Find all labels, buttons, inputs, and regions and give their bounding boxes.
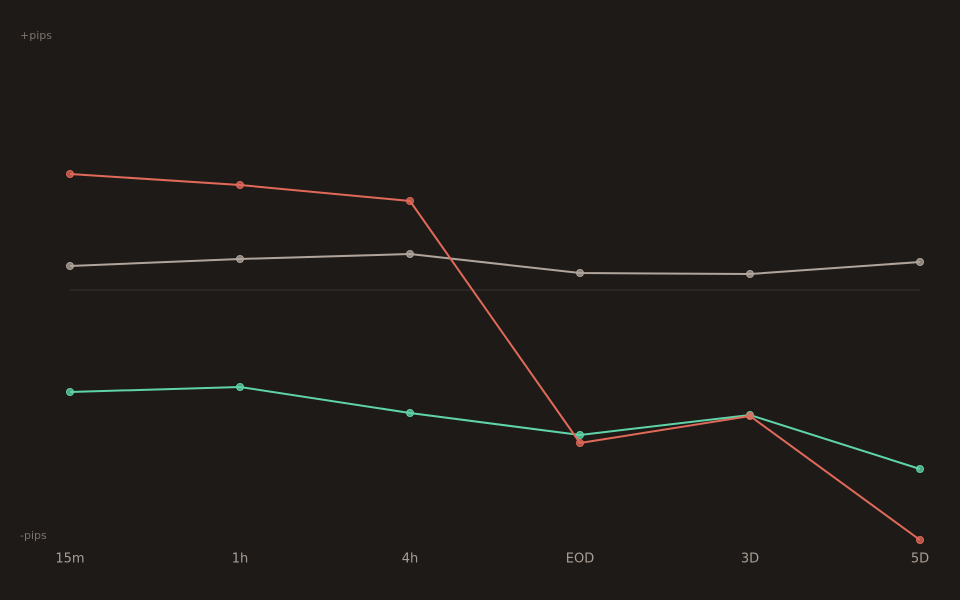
point	[236, 181, 244, 189]
y-label-top: +pips	[20, 29, 52, 42]
series-line	[69, 173, 921, 541]
x-tick-label: 4h	[402, 552, 419, 567]
x-tick-label: 5D	[911, 552, 929, 567]
point	[406, 250, 414, 258]
x-tick-label: 3D	[741, 552, 759, 567]
x-tick-label: EOD	[566, 552, 594, 567]
point	[236, 255, 244, 263]
point	[66, 262, 74, 270]
point	[576, 269, 584, 277]
x-tick-label: 1h	[232, 552, 249, 567]
series-line	[69, 252, 921, 276]
point	[66, 170, 74, 178]
point	[66, 388, 74, 396]
series-line	[69, 385, 921, 470]
point	[916, 258, 924, 266]
point	[576, 439, 584, 447]
point	[746, 412, 754, 420]
point	[746, 270, 754, 278]
x-tick-label: 15m	[55, 552, 84, 567]
point	[576, 431, 584, 439]
point	[406, 409, 414, 417]
point	[916, 536, 924, 544]
point	[236, 383, 244, 391]
y-label-bottom: -pips	[20, 529, 47, 542]
point	[406, 197, 414, 205]
point	[916, 465, 924, 473]
